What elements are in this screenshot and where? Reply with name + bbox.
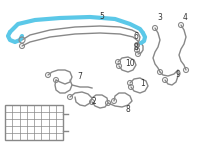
- Text: 6: 6: [134, 31, 138, 41]
- Text: 4: 4: [183, 12, 187, 21]
- Text: 5: 5: [100, 11, 104, 20]
- Text: 1: 1: [141, 78, 145, 87]
- Text: 8: 8: [126, 106, 130, 115]
- Text: 8: 8: [134, 42, 138, 51]
- Text: 10: 10: [125, 59, 135, 67]
- Text: 2: 2: [92, 97, 96, 106]
- Bar: [5, 105, 63, 140]
- Text: 7: 7: [78, 71, 82, 81]
- Text: 3: 3: [158, 12, 162, 21]
- Text: 9: 9: [176, 70, 180, 78]
